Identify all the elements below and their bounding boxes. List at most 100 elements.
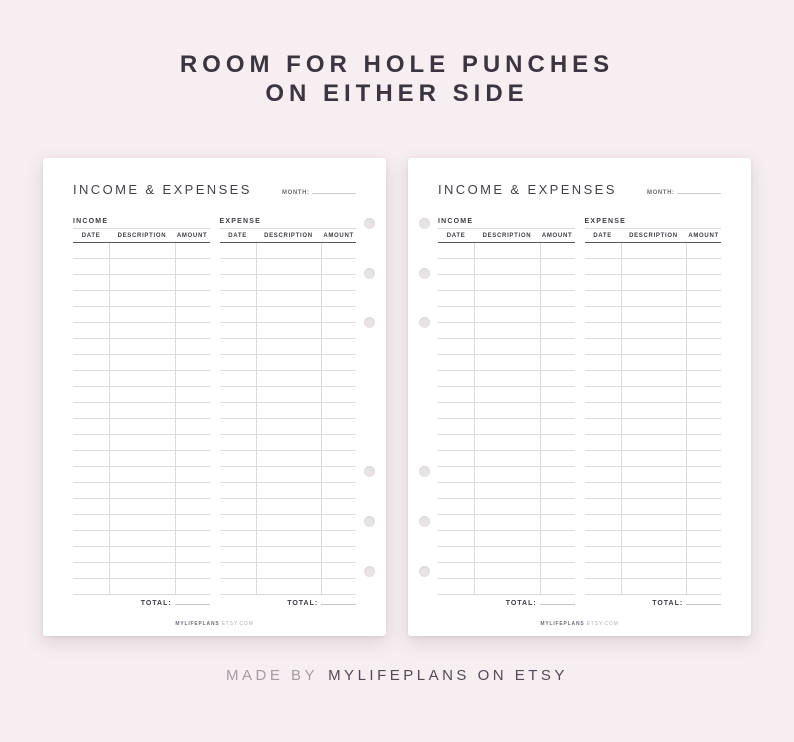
table-row [438,531,575,547]
table-row [438,435,575,451]
total-row: TOTAL: [585,598,721,607]
table-row [219,259,356,275]
table-row [438,579,575,595]
table-row [584,435,721,451]
income-table: INCOME DATE DESCRIPTION AMOUNT TOTAL: [438,218,575,607]
column-divider [620,243,622,595]
hole-punch-icon [364,218,375,229]
column-header-date: DATE [446,233,466,239]
expense-section-label: EXPENSE [584,218,721,229]
column-header-row: DATE DESCRIPTION AMOUNT [438,229,575,243]
column-divider [474,243,476,595]
table-row [584,483,721,499]
table-row [219,307,356,323]
column-divider [255,243,257,595]
table-row [438,339,575,355]
footer-site: ETSY.COM [586,621,619,627]
total-label: TOTAL: [505,600,537,607]
table-row [584,339,721,355]
column-divider [174,243,176,595]
table-row [73,451,210,467]
footer-brand: MYLIFEPLANS [175,621,220,627]
total-row: TOTAL: [73,598,210,607]
column-header-amount: AMOUNT [688,233,719,239]
table-row [219,371,356,387]
table-row [73,307,210,323]
table-row [219,339,356,355]
table-body [438,243,575,595]
total-label: TOTAL: [652,600,684,607]
column-header-amount: AMOUNT [176,233,208,239]
table-row [73,515,210,531]
table-row [73,531,210,547]
table-body [219,243,356,595]
tables-area: INCOME DATE DESCRIPTION AMOUNT TOTAL: [73,218,356,607]
table-row [584,563,721,579]
planner-page-right: INCOME & EXPENSES MONTH: INCOME DATE DES… [408,158,751,636]
table-row [219,467,356,483]
hole-punch-icon [364,317,375,328]
column-divider [686,243,688,595]
table-row [219,419,356,435]
table-row [584,467,721,483]
table-row [73,499,210,515]
hole-punch-icon [419,566,430,577]
hole-punch-icon [364,268,375,279]
table-row [219,499,356,515]
hole-punch-icon [364,466,375,477]
table-row [73,387,210,403]
footer-site: ETSY.COM [221,621,254,627]
table-row [438,451,575,467]
table-row [219,547,356,563]
table-row [584,579,721,595]
column-header-amount: AMOUNT [541,233,573,239]
income-table: INCOME DATE DESCRIPTION AMOUNT TOTAL: [73,218,210,607]
table-row [438,483,575,499]
table-row [73,243,210,259]
table-row [73,339,210,355]
table-row [73,579,210,595]
footer-brand: MYLIFEPLANS [540,621,585,627]
caption-prefix: MADE BY [226,667,319,684]
expense-table: EXPENSE DATE DESCRIPTION AMOUNT TOTAL: [584,218,721,607]
table-row [584,307,721,323]
tables-area: INCOME DATE DESCRIPTION AMOUNT TOTAL: [438,218,721,607]
page-title: INCOME & EXPENSES [73,182,252,197]
column-header-row: DATE DESCRIPTION AMOUNT [584,229,721,243]
column-header-date: DATE [593,233,612,239]
headline-line2: ON EITHER SIDE [265,80,529,107]
table-body [73,243,210,595]
page-footer: MYLIFEPLANS ETSY.COM [408,621,751,627]
table-row [438,419,575,435]
planner-page-left: INCOME & EXPENSES MONTH: INCOME DATE DES… [43,158,386,636]
column-header-date: DATE [228,233,247,239]
page-header: INCOME & EXPENSES MONTH: [438,182,721,202]
column-divider [539,243,541,595]
table-row [438,243,575,259]
month-label: MONTH: [647,190,675,196]
column-header-description: DESCRIPTION [629,233,678,239]
table-row [584,403,721,419]
table-row [219,403,356,419]
table-row [438,307,575,323]
expense-section-label: EXPENSE [219,218,356,229]
table-row [584,355,721,371]
total-label: TOTAL: [140,600,172,607]
total-blank-line [174,598,210,605]
table-row [438,259,575,275]
table-row [584,323,721,339]
headline: ROOM FOR HOLE PUNCHES ON EITHER SIDE [0,0,794,108]
table-row [73,547,210,563]
month-field: MONTH: [282,187,356,196]
table-row [438,499,575,515]
table-body [584,243,721,595]
total-label: TOTAL: [287,600,319,607]
table-row [584,515,721,531]
hole-punch-icon [419,516,430,527]
total-blank-line [539,598,575,605]
total-blank-line [321,598,356,605]
column-divider [321,243,323,595]
table-row [219,323,356,339]
hole-punch-icon [419,317,430,328]
